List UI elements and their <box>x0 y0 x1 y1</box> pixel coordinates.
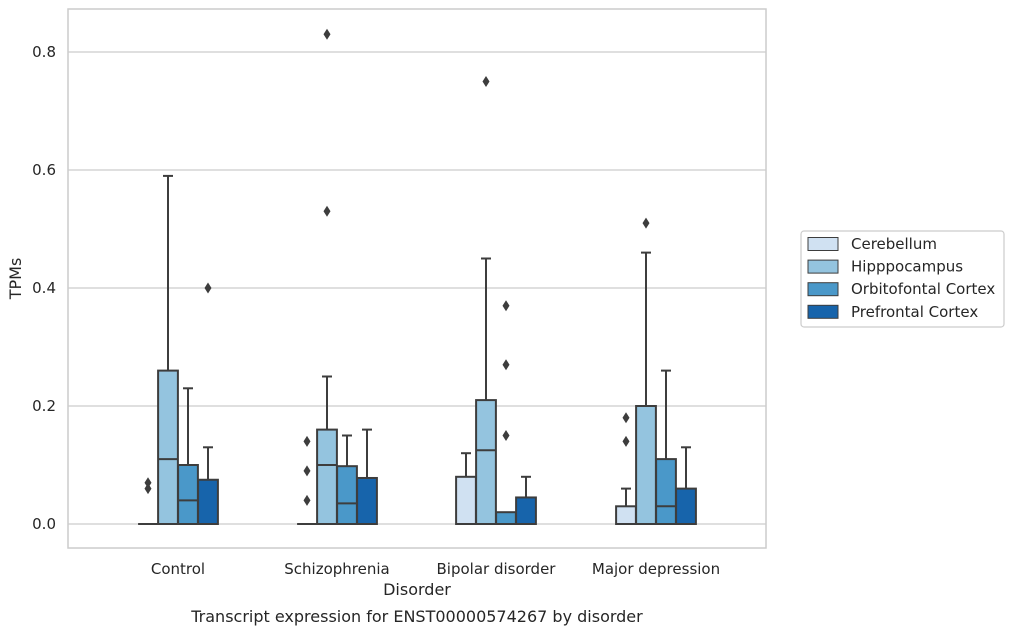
box-body <box>475 399 497 526</box>
plot-frame <box>67 8 767 549</box>
box-prefrontal-cortex <box>675 446 697 526</box>
outlier-point <box>144 477 152 489</box>
box-body <box>316 428 338 526</box>
outlier-point <box>622 412 630 424</box>
outlier-point <box>622 435 630 447</box>
outlier-point <box>482 76 490 87</box>
box-body <box>515 496 537 526</box>
x-tick-label: Control <box>151 560 205 578</box>
box-body <box>495 511 517 526</box>
x-tick-label: Bipolar disorder <box>437 560 557 578</box>
box-orbitofontal-cortex <box>655 369 677 526</box>
boxes <box>138 28 697 526</box>
legend-label: Cerebellum <box>851 235 937 253</box>
outlier-point <box>303 465 311 477</box>
box-prefrontal-cortex <box>356 428 378 526</box>
y-tick-label: 0.4 <box>32 279 56 297</box>
y-tick-label: 0.8 <box>32 43 56 61</box>
box-body <box>675 487 697 526</box>
y-tick-label: 0.6 <box>32 161 56 179</box>
outlier-point <box>303 435 311 447</box>
box-cerebellum <box>455 452 477 525</box>
y-tick-label: 0.2 <box>32 397 56 415</box>
legend-label: Prefrontal Cortex <box>851 303 978 321</box>
x-tick-label: Major depression <box>592 560 720 578</box>
legend-label: Orbitofontal Cortex <box>851 280 995 298</box>
box-orbitofontal-cortex <box>336 434 358 525</box>
box-orbitofontal-cortex <box>495 300 517 526</box>
box-cerebellum <box>297 435 317 525</box>
box-body <box>655 458 677 526</box>
outlier-point <box>144 483 152 495</box>
y-axis-label: TPMs <box>6 258 25 301</box>
legend-swatch <box>807 304 839 319</box>
box-cerebellum <box>138 477 158 525</box>
box-prefrontal-cortex <box>515 475 537 526</box>
box-body <box>455 475 477 525</box>
box-body <box>615 505 637 525</box>
box-hipppocampus <box>157 174 179 525</box>
box-hipppocampus <box>475 76 497 526</box>
outlier-point <box>642 217 650 229</box>
x-tick-label: Schizophrenia <box>284 560 389 578</box>
legend-label: Hipppocampus <box>851 258 963 276</box>
box-orbitofontal-cortex <box>177 387 199 525</box>
y-tick-label: 0.0 <box>32 515 56 533</box>
legend: Cerebellum Hipppocampus Orbitofontal Corte… <box>800 230 1005 328</box>
outlier-point <box>502 300 510 312</box>
box-hipppocampus <box>635 217 657 525</box>
box-body <box>356 476 378 526</box>
outlier-point <box>204 282 212 294</box>
y-tick-labels: 0.0 0.2 0.4 0.6 0.8 <box>32 43 56 533</box>
box-body <box>336 465 358 525</box>
box-body <box>197 478 219 525</box>
box-hipppocampus <box>316 28 338 526</box>
box-body <box>177 464 199 525</box>
outlier-point <box>502 359 510 371</box>
legend-frame <box>800 230 1005 328</box>
outlier-point <box>303 494 311 506</box>
outlier-point <box>323 28 331 40</box>
box-cerebellum <box>615 412 637 525</box>
legend-swatch <box>807 259 839 274</box>
legend-swatch <box>807 237 839 251</box>
outlier-point <box>323 205 331 217</box>
box-body <box>635 405 657 525</box>
chart-caption: Transcript expression for ENST0000057426… <box>190 607 643 626</box>
x-axis-label: Disorder <box>383 580 451 599</box>
legend-swatch <box>807 282 839 297</box>
outlier-point <box>502 430 510 441</box>
box-prefrontal-cortex <box>197 282 219 525</box>
box-body <box>157 369 179 525</box>
x-tick-labels: Control Schizophrenia Bipolar disorder Majo… <box>151 560 720 578</box>
